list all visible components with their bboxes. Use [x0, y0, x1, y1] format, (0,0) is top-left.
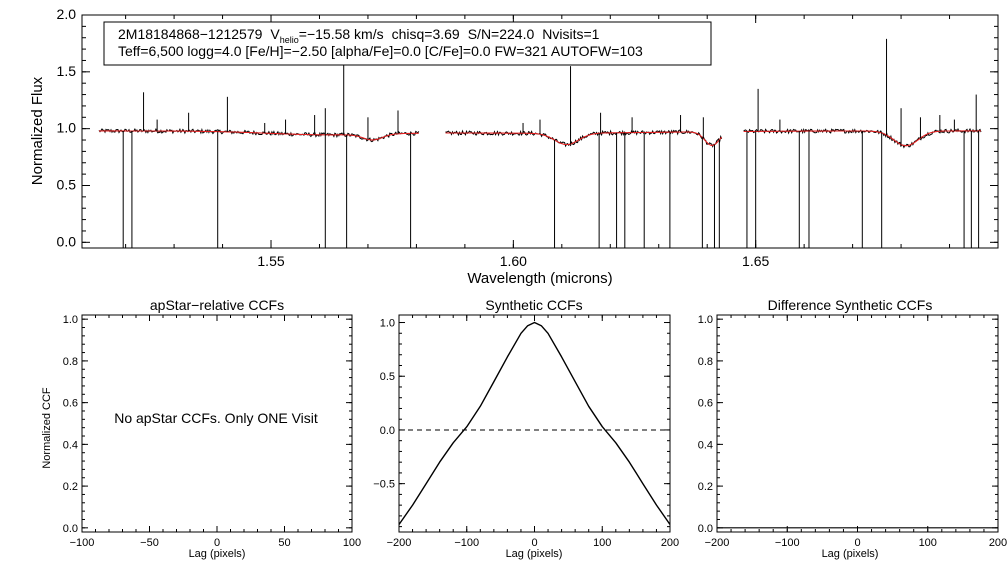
apstar-ccf-ytick-label: 0.0 — [63, 523, 78, 535]
synthetic-ccf-xtick-label: −100 — [454, 537, 479, 549]
difference-ccf-xtick-label: 100 — [919, 537, 937, 549]
info-line-2: Teff=6,500 logg=4.0 [Fe/H]=−2.50 [alpha/… — [118, 43, 643, 59]
info-nvisits: Nvisits=1 — [542, 26, 599, 42]
synthetic-ccf-ytick-label: 1.0 — [380, 318, 395, 330]
apstar-ccf-ticks: −100 −50 0 50 100 0.0 0.2 0.4 0.6 0.8 1.0 — [63, 314, 361, 549]
spectrum-xtick-label: 1.60 — [500, 253, 527, 269]
difference-ccf-xtick-label: 200 — [989, 537, 1007, 549]
spectrum-ytick-label: 0.0 — [57, 233, 77, 249]
difference-ccf-ytick-label: 0.4 — [698, 439, 713, 451]
synthetic-ccf-xtick-label: 100 — [593, 537, 611, 549]
difference-ccf-ytick-label: 0.6 — [698, 398, 713, 410]
difference-ccf-title: Difference Synthetic CCFs — [768, 297, 933, 313]
apstar-ccf-ytick-label: 0.2 — [63, 481, 78, 493]
difference-ccf-xtick-label: −200 — [705, 537, 730, 549]
apstar-ccf-ytick-label: 0.6 — [63, 398, 78, 410]
apstar-ccf-xtick-label: 100 — [343, 537, 361, 549]
synthetic-ccf-ytick-label: 0.5 — [380, 371, 395, 383]
difference-ccf-xtick-label: −100 — [775, 537, 800, 549]
apstar-ccf-no-data-message: No apStar CCFs. Only ONE Visit — [114, 410, 318, 426]
apstar-ccf-title: apStar−relative CCFs — [150, 297, 284, 313]
spectrum-series-group — [98, 28, 982, 248]
apstar-ccf-xtick-label: −100 — [70, 537, 95, 549]
info-snr: S/N=224.0 — [468, 26, 535, 42]
difference-ccf-ytick-label: 0.0 — [698, 523, 713, 535]
apstar-ccf-xtick-label: −50 — [140, 537, 159, 549]
apstar-ccf-y-axis-label: Normalized CCF — [41, 387, 53, 469]
apstar-ccf-ytick-label: 0.8 — [63, 356, 78, 368]
synthetic-ccf-panel: −200 −100 0 100 200 −0.5 0.0 0.5 1.0 Synthetic C… — [373, 297, 679, 560]
synthetic-fit-line-chip-1 — [99, 130, 419, 141]
info-star-id: 2M18184868−1212579 — [118, 26, 263, 42]
apstar-ccf-ytick-label: 0.4 — [63, 439, 78, 451]
synthetic-ccf-curve — [398, 321, 671, 525]
info-vhelio-subscript: helio — [280, 35, 299, 45]
synthetic-ccf-x-axis-label: Lag (pixels) — [506, 548, 563, 560]
synthetic-ccf-series-group — [398, 321, 671, 525]
spectrum-plot-frame — [81, 14, 999, 249]
synthetic-fit-line-chip-3 — [743, 130, 981, 147]
synthetic-ccf-ytick-label: 0.0 — [380, 425, 395, 437]
synthetic-ccf-ytick-label: −0.5 — [373, 479, 395, 491]
spectrum-x-axis-label: Wavelength (microns) — [467, 270, 612, 287]
spectrum-xtick-label: 1.55 — [257, 253, 284, 269]
difference-ccf-ytick-label: 0.8 — [698, 356, 713, 368]
info-vhelio-value: =−15.58 km/s — [299, 26, 384, 42]
apstar-ccf-panel: −100 −50 0 50 100 0.0 0.2 0.4 0.6 0.8 1.0 apStar−r… — [41, 297, 361, 560]
apstar-ccf-x-axis-label: Lag (pixels) — [189, 548, 246, 560]
apstar-ccf-xtick-label: 50 — [278, 537, 290, 549]
synthetic-ccf-title: Synthetic CCFs — [485, 297, 582, 313]
spectrum-ytick-label: 1.5 — [57, 63, 77, 79]
difference-ccf-plot-frame — [716, 314, 999, 533]
spectrum-y-axis-label: Normalized Flux — [29, 76, 46, 185]
apstar-ccf-xtick-label: 0 — [214, 537, 220, 549]
difference-ccf-panel: −200 −100 0 100 200 0.0 0.2 0.4 0.6 0.8 1.0 Differ… — [698, 297, 1007, 560]
spectrum-xtick-label: 1.65 — [742, 253, 769, 269]
synthetic-ccf-ticks: −200 −100 0 100 200 −0.5 0.0 0.5 1.0 — [373, 315, 679, 549]
apstar-ccf-ytick-label: 1.0 — [63, 314, 78, 326]
spectrum-ytick-label: 0.5 — [57, 176, 77, 192]
spectrum-panel: 1.55 1.60 1.65 0.0 0.5 1.0 1.5 2.0 2M18184868−1… — [29, 6, 999, 287]
info-chisq: chisq=3.69 — [392, 26, 460, 42]
info-line-1: 2M18184868−1212579 Vhelio=−15.58 km/s chis… — [118, 26, 600, 45]
spectrum-ticks: 1.55 1.60 1.65 0.0 0.5 1.0 1.5 2.0 — [57, 6, 999, 269]
difference-ccf-ytick-label: 1.0 — [698, 314, 713, 326]
difference-ccf-x-axis-label: Lag (pixels) — [822, 548, 879, 560]
spectrum-info-box — [103, 21, 712, 66]
spectrum-ytick-label: 1.0 — [57, 120, 77, 136]
synthetic-ccf-xtick-label: −200 — [387, 537, 412, 549]
difference-ccf-xtick-label: 0 — [854, 537, 860, 549]
synthetic-ccf-xtick-label: 200 — [661, 537, 679, 549]
synthetic-ccf-plot-frame — [398, 314, 671, 533]
synthetic-fit-line-chip-2 — [445, 131, 723, 146]
difference-ccf-ticks: −200 −100 0 100 200 0.0 0.2 0.4 0.6 0.8 1.0 — [698, 314, 1007, 549]
difference-ccf-ytick-label: 0.2 — [698, 481, 713, 493]
synthetic-ccf-xtick-label: 0 — [531, 537, 537, 549]
spectrum-ytick-label: 2.0 — [57, 6, 77, 22]
info-vhelio-symbol: V — [270, 26, 280, 42]
